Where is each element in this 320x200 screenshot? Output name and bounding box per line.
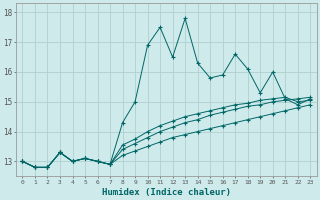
X-axis label: Humidex (Indice chaleur): Humidex (Indice chaleur) — [102, 188, 231, 197]
